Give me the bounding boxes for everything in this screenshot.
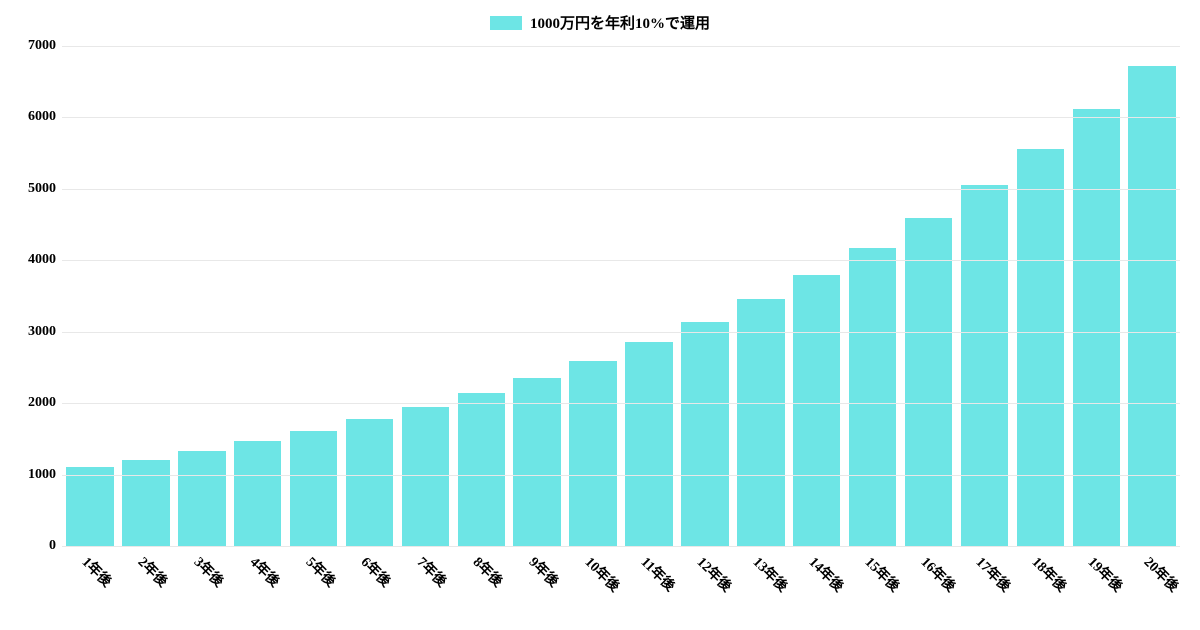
bar: [346, 419, 394, 546]
bar: [402, 407, 450, 546]
bar-slot: 17年後: [957, 46, 1013, 546]
x-axis-label: 9年後: [525, 552, 564, 591]
bar: [681, 322, 729, 546]
x-axis-label: 5年後: [301, 552, 340, 591]
x-axis-label: 2年後: [134, 552, 173, 591]
x-axis-label: 11年後: [637, 552, 680, 595]
bar: [905, 218, 953, 546]
grid-line: [62, 546, 1180, 547]
bar-slot: 11年後: [621, 46, 677, 546]
bar: [122, 460, 170, 546]
bar-slot: 10年後: [565, 46, 621, 546]
bar: [849, 248, 897, 546]
x-axis-label: 14年後: [805, 552, 849, 596]
x-axis-label: 7年後: [413, 552, 452, 591]
x-axis-label: 15年後: [860, 552, 904, 596]
bar-slot: 16年後: [901, 46, 957, 546]
grid-line: [62, 117, 1180, 118]
plot-area: 1年後2年後3年後4年後5年後6年後7年後8年後9年後10年後11年後12年後1…: [62, 46, 1180, 546]
bar: [458, 393, 506, 546]
bar-slot: 20年後: [1124, 46, 1180, 546]
x-axis-label: 8年後: [469, 552, 508, 591]
bar: [793, 275, 841, 546]
x-axis-label: 16年後: [916, 552, 960, 596]
x-axis-label: 19年後: [1084, 552, 1128, 596]
bar-slot: 3年後: [174, 46, 230, 546]
grid-line: [62, 475, 1180, 476]
y-axis-label: 7000: [6, 38, 56, 54]
grid-line: [62, 189, 1180, 190]
bar: [66, 467, 114, 546]
bar-slot: 12年後: [677, 46, 733, 546]
legend-swatch: [490, 16, 522, 30]
bar-slot: 18年後: [1012, 46, 1068, 546]
x-axis-label: 18年後: [1028, 552, 1072, 596]
legend-label: 1000万円を年利10%で運用: [530, 12, 710, 33]
bar-slot: 4年後: [230, 46, 286, 546]
grid-line: [62, 260, 1180, 261]
x-axis-label: 13年後: [749, 552, 793, 596]
bar-slot: 9年後: [509, 46, 565, 546]
x-axis-label: 1年後: [78, 552, 117, 591]
y-axis-label: 4000: [6, 252, 56, 268]
bar: [737, 299, 785, 546]
bars-group: 1年後2年後3年後4年後5年後6年後7年後8年後9年後10年後11年後12年後1…: [62, 46, 1180, 546]
grid-line: [62, 332, 1180, 333]
bar-slot: 15年後: [845, 46, 901, 546]
bar-slot: 2年後: [118, 46, 174, 546]
x-axis-label: 20年後: [1140, 552, 1184, 596]
y-axis-label: 1000: [6, 467, 56, 483]
legend: 1000万円を年利10%で運用: [490, 12, 710, 33]
x-axis-label: 4年後: [246, 552, 285, 591]
bar-slot: 8年後: [453, 46, 509, 546]
bar: [178, 451, 226, 546]
y-axis-label: 6000: [6, 109, 56, 125]
bar-slot: 1年後: [62, 46, 118, 546]
y-axis-label: 3000: [6, 324, 56, 340]
y-axis-label: 0: [6, 538, 56, 554]
x-axis-label: 12年後: [693, 552, 737, 596]
grid-line: [62, 403, 1180, 404]
grid-line: [62, 46, 1180, 47]
bar: [569, 361, 617, 546]
bar-slot: 5年後: [286, 46, 342, 546]
chart-container: 1000万円を年利10%で運用 1年後2年後3年後4年後5年後6年後7年後8年後…: [0, 0, 1200, 630]
bar: [234, 441, 282, 546]
bar: [1017, 149, 1065, 546]
x-axis-label: 6年後: [357, 552, 396, 591]
x-axis-label: 17年後: [972, 552, 1016, 596]
bar: [961, 185, 1009, 546]
bar-slot: 6年後: [342, 46, 398, 546]
bar: [1073, 109, 1121, 546]
bar: [625, 342, 673, 546]
bar: [290, 431, 338, 546]
bar-slot: 19年後: [1068, 46, 1124, 546]
x-axis-label: 3年後: [190, 552, 229, 591]
y-axis-label: 5000: [6, 181, 56, 197]
bar-slot: 13年後: [733, 46, 789, 546]
bar-slot: 7年後: [397, 46, 453, 546]
y-axis-label: 2000: [6, 395, 56, 411]
x-axis-label: 10年後: [581, 552, 625, 596]
bar-slot: 14年後: [789, 46, 845, 546]
